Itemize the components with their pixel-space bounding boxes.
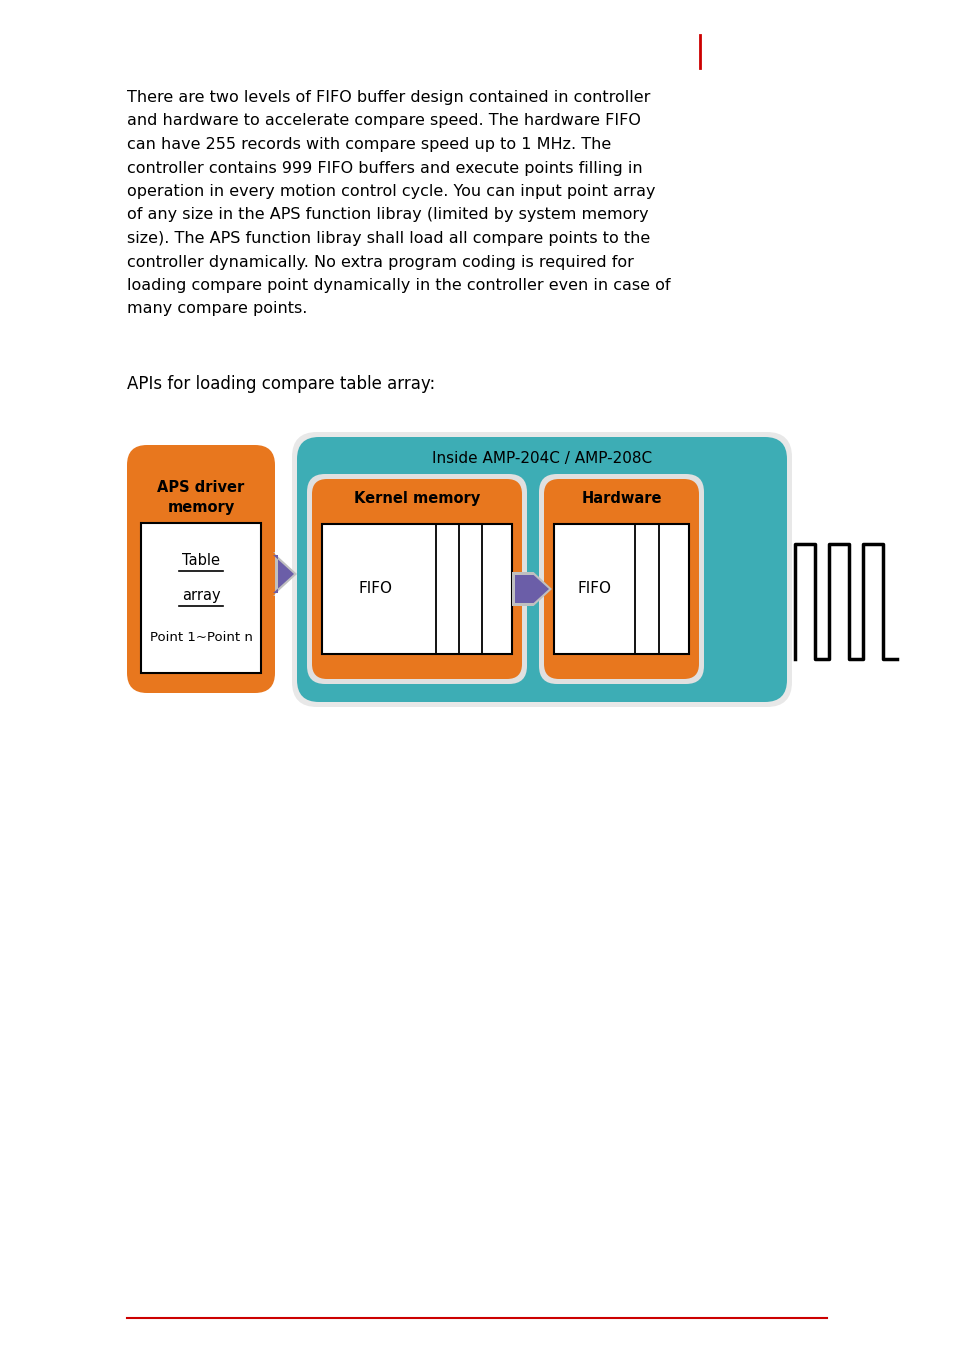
Text: loading compare point dynamically in the controller even in case of: loading compare point dynamically in the…: [127, 279, 670, 293]
Bar: [141, 523, 261, 673]
Polygon shape: [273, 552, 296, 596]
Text: memory: memory: [167, 500, 234, 515]
Text: operation in every motion control cycle. You can input point array: operation in every motion control cycle.…: [127, 184, 655, 199]
Polygon shape: [512, 572, 552, 606]
Text: controller contains 999 FIFO buffers and execute points filling in: controller contains 999 FIFO buffers and…: [127, 161, 642, 176]
Text: FIFO: FIFO: [357, 581, 392, 596]
Text: Table: Table: [182, 553, 220, 568]
Text: FIFO: FIFO: [577, 581, 611, 596]
Text: Kernel memory: Kernel memory: [354, 491, 479, 506]
Text: There are two levels of FIFO buffer design contained in controller: There are two levels of FIFO buffer desi…: [127, 91, 650, 105]
FancyBboxPatch shape: [538, 475, 703, 684]
FancyBboxPatch shape: [296, 437, 786, 702]
Text: Inside AMP-204C / AMP-208C: Inside AMP-204C / AMP-208C: [432, 452, 652, 466]
FancyBboxPatch shape: [543, 479, 699, 679]
Text: size). The APS function libray shall load all compare points to the: size). The APS function libray shall loa…: [127, 231, 650, 246]
Text: controller dynamically. No extra program coding is required for: controller dynamically. No extra program…: [127, 254, 633, 269]
FancyBboxPatch shape: [292, 433, 791, 707]
Text: of any size in the APS function libray (limited by system memory: of any size in the APS function libray (…: [127, 207, 648, 223]
Text: can have 255 records with compare speed up to 1 MHz. The: can have 255 records with compare speed …: [127, 137, 611, 151]
Bar: [322, 525, 512, 654]
Text: Hardware: Hardware: [580, 491, 661, 506]
Polygon shape: [515, 575, 548, 603]
FancyBboxPatch shape: [307, 475, 526, 684]
FancyBboxPatch shape: [312, 479, 521, 679]
Polygon shape: [273, 556, 294, 594]
Text: many compare points.: many compare points.: [127, 301, 307, 316]
Text: Point 1~Point n: Point 1~Point n: [150, 631, 253, 644]
Text: APS driver: APS driver: [157, 480, 244, 495]
Text: and hardware to accelerate compare speed. The hardware FIFO: and hardware to accelerate compare speed…: [127, 114, 640, 128]
Text: APIs for loading compare table array:: APIs for loading compare table array:: [127, 375, 435, 393]
Text: array: array: [181, 588, 220, 603]
Bar: [554, 525, 688, 654]
FancyBboxPatch shape: [127, 445, 274, 694]
